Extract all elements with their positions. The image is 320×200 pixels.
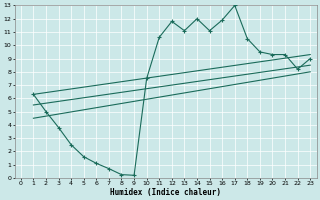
X-axis label: Humidex (Indice chaleur): Humidex (Indice chaleur) <box>110 188 221 197</box>
